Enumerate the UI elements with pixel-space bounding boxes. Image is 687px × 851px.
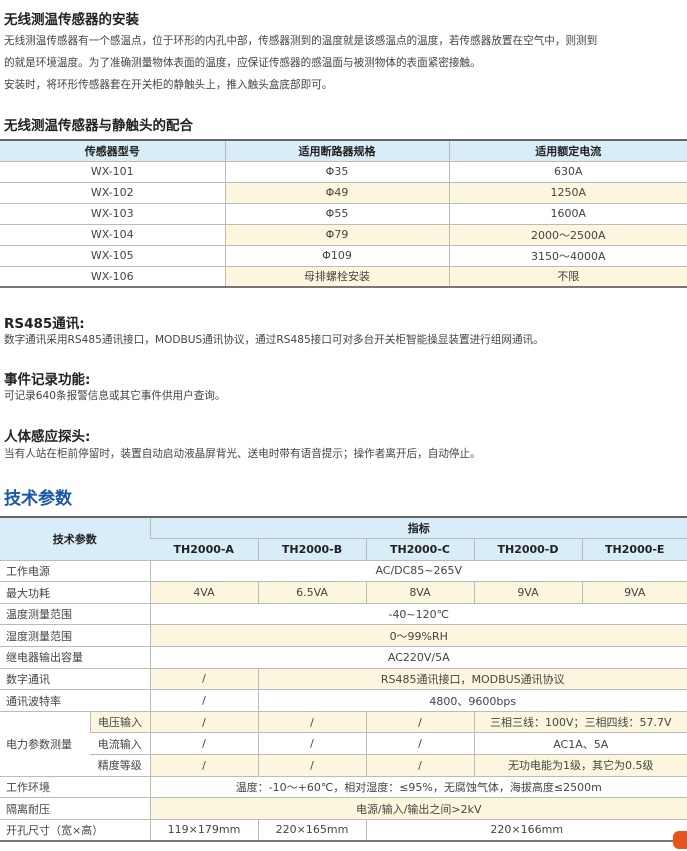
- spec-title: 技术参数: [4, 489, 72, 509]
- col-header: 适用额定电流: [448, 140, 687, 162]
- table-row: 开孔尺寸（宽×高） 119×179mm 220×165mm 220×166mm: [0, 819, 687, 842]
- sensor-title: 人体感应探头:: [4, 429, 91, 445]
- model-header: TH2000-C: [365, 538, 474, 561]
- logo-icon: [673, 831, 687, 849]
- event-title: 事件记录功能:: [4, 372, 91, 388]
- paragraph-line: 安装时，将环形传感器套在开关柜的静触头上，推入触头盒底部即可。: [4, 79, 333, 91]
- table-row: 继电器输出容量 AC220V/5A: [0, 646, 687, 669]
- paragraph-line: 无线测温传感器有一个感温点，位于环形的内孔中部，传感器测到的温度就是该感温点的温…: [4, 35, 598, 47]
- table-row: 数字通讯 / RS485通讯接口，MODBUS通讯协议: [0, 668, 687, 691]
- paragraph-line: 的就是环境温度。为了准确测量物体表面的温度，应保证传感器的感温面与被测物体的表面…: [4, 57, 481, 69]
- col-header: 适用断路器规格: [224, 140, 449, 162]
- model-header: TH2000-D: [473, 538, 582, 561]
- event-text: 可记录640条报警信息或其它事件供用户查询。: [4, 390, 226, 402]
- rs485-title: RS485通讯:: [4, 316, 85, 332]
- table-row: 最大功耗 4VA 6.5VA 8VA 9VA 9VA: [0, 581, 687, 604]
- table-row: 温度测量范围 -40~120℃: [0, 603, 687, 626]
- section-title-fit: 无线测温传感器与静触头的配合: [4, 118, 193, 134]
- header-index: 指标: [149, 517, 687, 540]
- table-row: WX-104 Φ79 2000～2500A: [0, 224, 687, 246]
- model-header: TH2000-E: [581, 538, 687, 561]
- table-row: WX-103 Φ55 1600A: [0, 203, 687, 225]
- table-row: 电流输入 / / / AC1A、5A: [0, 732, 687, 756]
- table-row: WX-102 Φ49 1250A: [0, 182, 687, 204]
- table-row: WX-101 Φ35 630A: [0, 161, 687, 183]
- model-header: TH2000-B: [257, 538, 366, 561]
- table-row: 工作环境 温度：-10～+60℃，相对湿度：≤95%，无腐蚀气体，海拔高度≤250…: [0, 776, 687, 799]
- table-row: 精度等级 / / / 无功电能为1级，其它为0.5级: [0, 754, 687, 777]
- rs485-text: 数字通讯采用RS485通讯接口，MODBUS通讯协议，通过RS485接口可对多台…: [4, 334, 544, 346]
- sensor-text: 当有人站在柜前停留时，装置自动启动液晶屏背光、送电时带有语音提示；操作者离开后，…: [4, 448, 481, 460]
- spec-table: 技术参数 指标 TH2000-A TH2000-B TH2000-C TH2000-D T…: [0, 516, 687, 842]
- sensor-table: 传感器型号 适用断路器规格 适用额定电流 WX-101 Φ35 630A WX-102 Φ…: [0, 139, 687, 288]
- table-row: 电力参数测量 电压输入 / / / 三相三线：100V；三相四线：57.7V: [0, 711, 687, 777]
- section-title-install: 无线测温传感器的安装: [4, 12, 139, 28]
- header-param: 技术参数: [0, 517, 150, 561]
- table-row: WX-105 Φ109 3150～4000A: [0, 245, 687, 267]
- table-row: 工作电源 AC/DC85~265V: [0, 560, 687, 583]
- table-row: 湿度测量范围 0～99%RH: [0, 624, 687, 648]
- model-header: TH2000-A: [150, 538, 258, 561]
- table-row: 隔离耐压 电源/输入/输出之间>2kV: [0, 797, 687, 820]
- table-row: 通讯波特率/4800、9600bps: [0, 689, 687, 712]
- table-row: WX-106 母排螺栓安装 不限: [0, 266, 687, 288]
- col-header: 传感器型号: [0, 140, 225, 162]
